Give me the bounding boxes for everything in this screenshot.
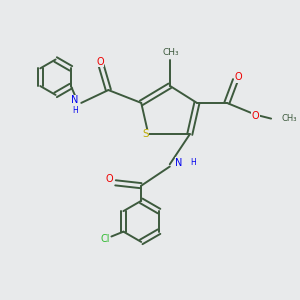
Text: CH₃: CH₃	[163, 48, 179, 57]
Text: O: O	[96, 56, 103, 67]
Text: H: H	[190, 158, 196, 167]
Text: O: O	[252, 111, 259, 121]
Text: CH₃: CH₃	[281, 114, 297, 123]
Text: O: O	[105, 174, 113, 184]
Text: N: N	[71, 95, 79, 105]
Text: N: N	[176, 158, 183, 168]
Text: O: O	[235, 72, 242, 82]
Text: S: S	[142, 129, 149, 139]
Text: H: H	[72, 106, 78, 116]
Text: Cl: Cl	[100, 234, 110, 244]
